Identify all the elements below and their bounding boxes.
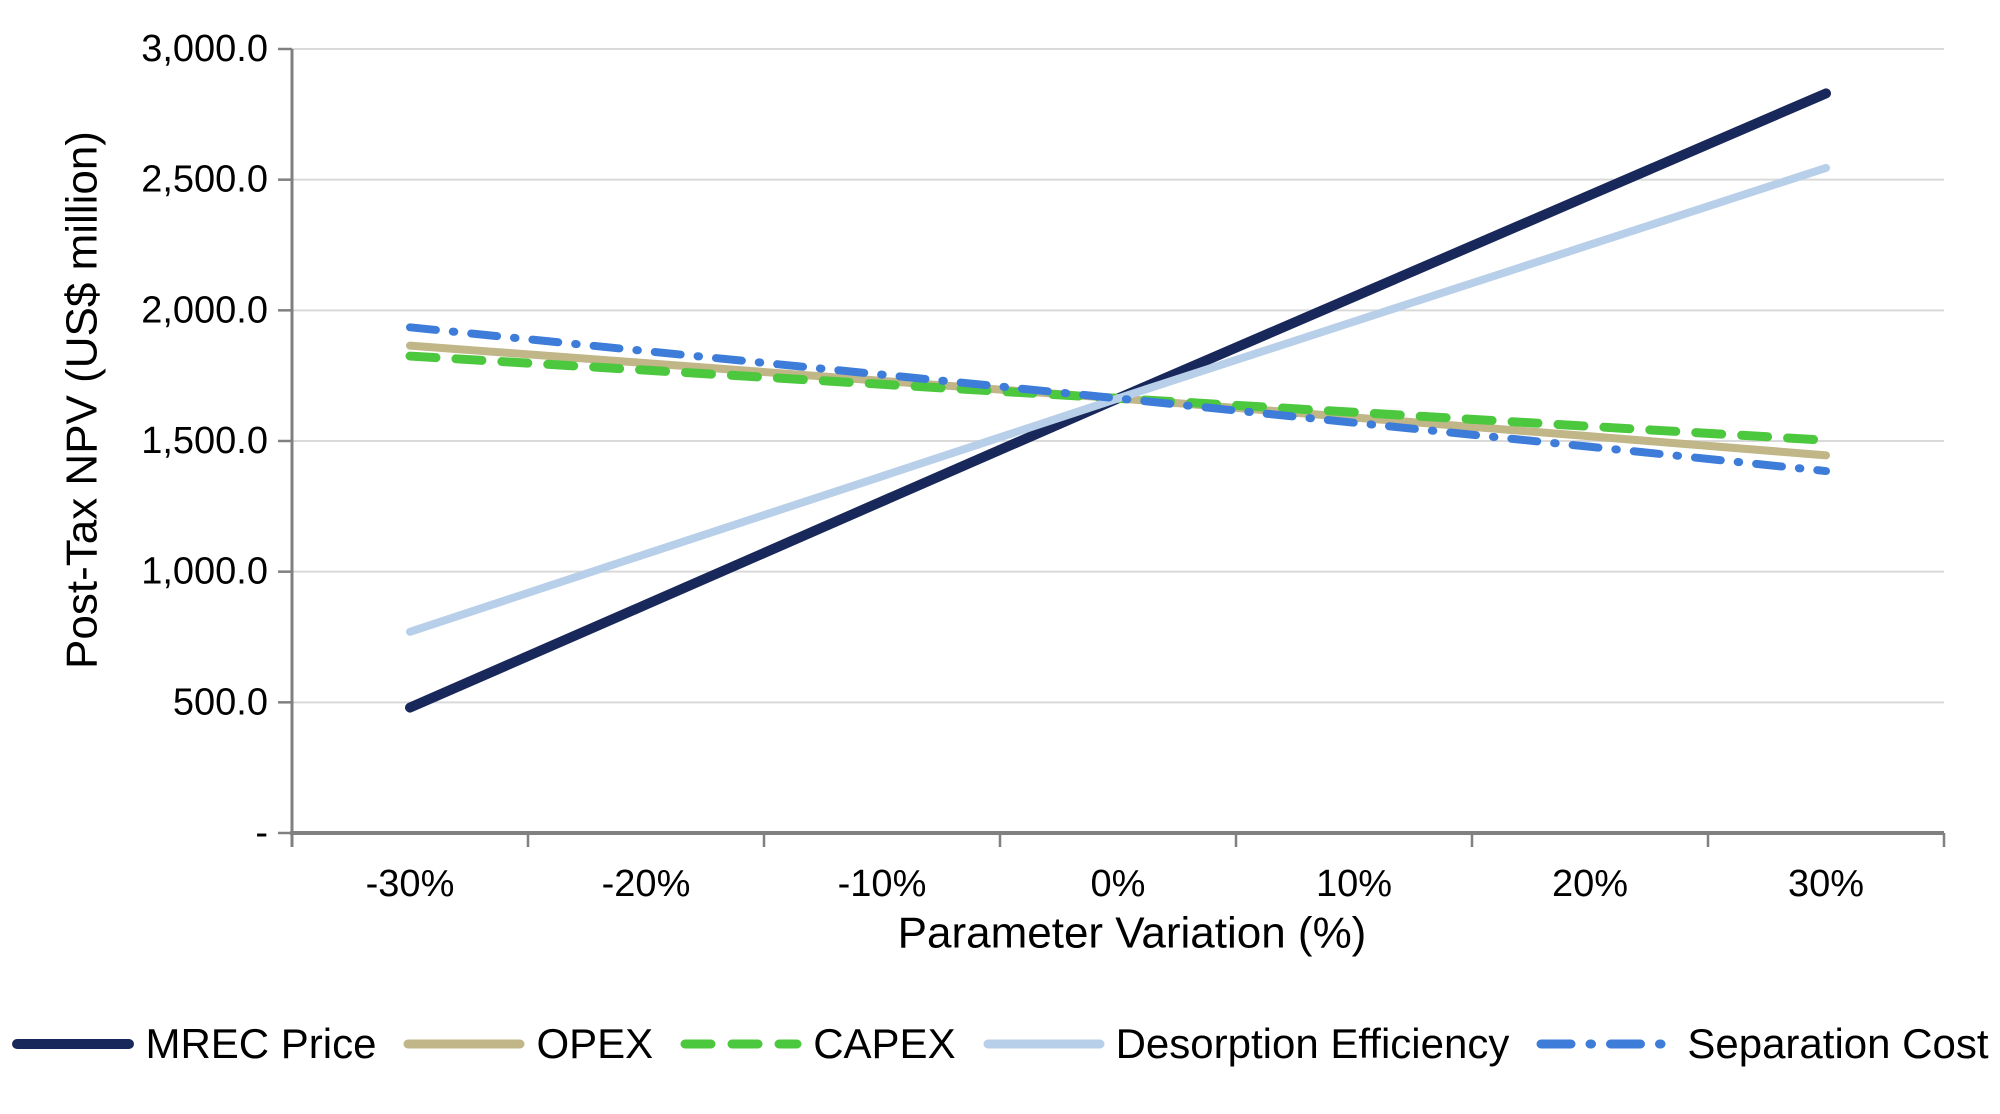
legend-swatch-mrec-price xyxy=(12,1039,135,1049)
legend-item-mrec-price: MREC Price xyxy=(11,1020,376,1068)
tick-labels: - 500.0 1,000.0 1,500.0 2,000.0 2,500.0 3,000.… xyxy=(141,28,1864,905)
y-axis-title: Post-Tax NPV (US$ million) xyxy=(58,131,107,669)
legend: MREC Price OPEX CAPEX Desorption Efficiency… xyxy=(0,1012,2000,1076)
legend-label: CAPEX xyxy=(813,1020,956,1067)
legend-item-opex: OPEX xyxy=(402,1020,653,1068)
y-tick-label: 1,000.0 xyxy=(141,551,268,593)
legend-item-desorption-efficiency: Desorption Efficiency xyxy=(982,1020,1510,1068)
legend-item-capex: CAPEX xyxy=(679,1020,956,1068)
series-lines xyxy=(405,88,1831,713)
x-tick-label: 30% xyxy=(1788,863,1864,905)
legend-label: OPEX xyxy=(536,1020,654,1067)
gridlines xyxy=(292,48,1944,704)
x-tick-label: 0% xyxy=(1091,863,1146,905)
legend-swatch-opex xyxy=(403,1039,525,1049)
y-tick-label: 500.0 xyxy=(173,681,268,723)
y-tick-label: 2,500.0 xyxy=(141,159,268,201)
y-tick-label: - xyxy=(255,812,268,854)
legend-item-separation-cost: Separation Cost xyxy=(1535,1020,1989,1068)
x-tick-label: 20% xyxy=(1552,863,1628,905)
series-line-desorption-efficiency xyxy=(406,163,1830,636)
x-axis-title: Parameter Variation (%) xyxy=(898,909,1367,958)
legend-swatch-separation-cost xyxy=(1536,1039,1676,1049)
y-tick-label: 1,500.0 xyxy=(141,420,268,462)
series-line-separation-cost xyxy=(406,323,1830,476)
legend-label: MREC Price xyxy=(145,1020,377,1067)
axes xyxy=(278,47,1946,847)
y-tick-label: 3,000.0 xyxy=(141,28,268,70)
x-tick-label: 10% xyxy=(1316,863,1392,905)
legend-swatch-desorption-efficiency xyxy=(983,1039,1105,1049)
legend-swatch-capex xyxy=(680,1039,802,1049)
legend-label: Desorption Efficiency xyxy=(1115,1020,1510,1067)
x-tick-label: -30% xyxy=(366,863,455,905)
x-tick-label: -20% xyxy=(602,863,691,905)
legend-label: Separation Cost xyxy=(1687,1020,1989,1067)
y-tick-label: 2,000.0 xyxy=(141,289,268,331)
x-tick-label: -10% xyxy=(838,863,927,905)
